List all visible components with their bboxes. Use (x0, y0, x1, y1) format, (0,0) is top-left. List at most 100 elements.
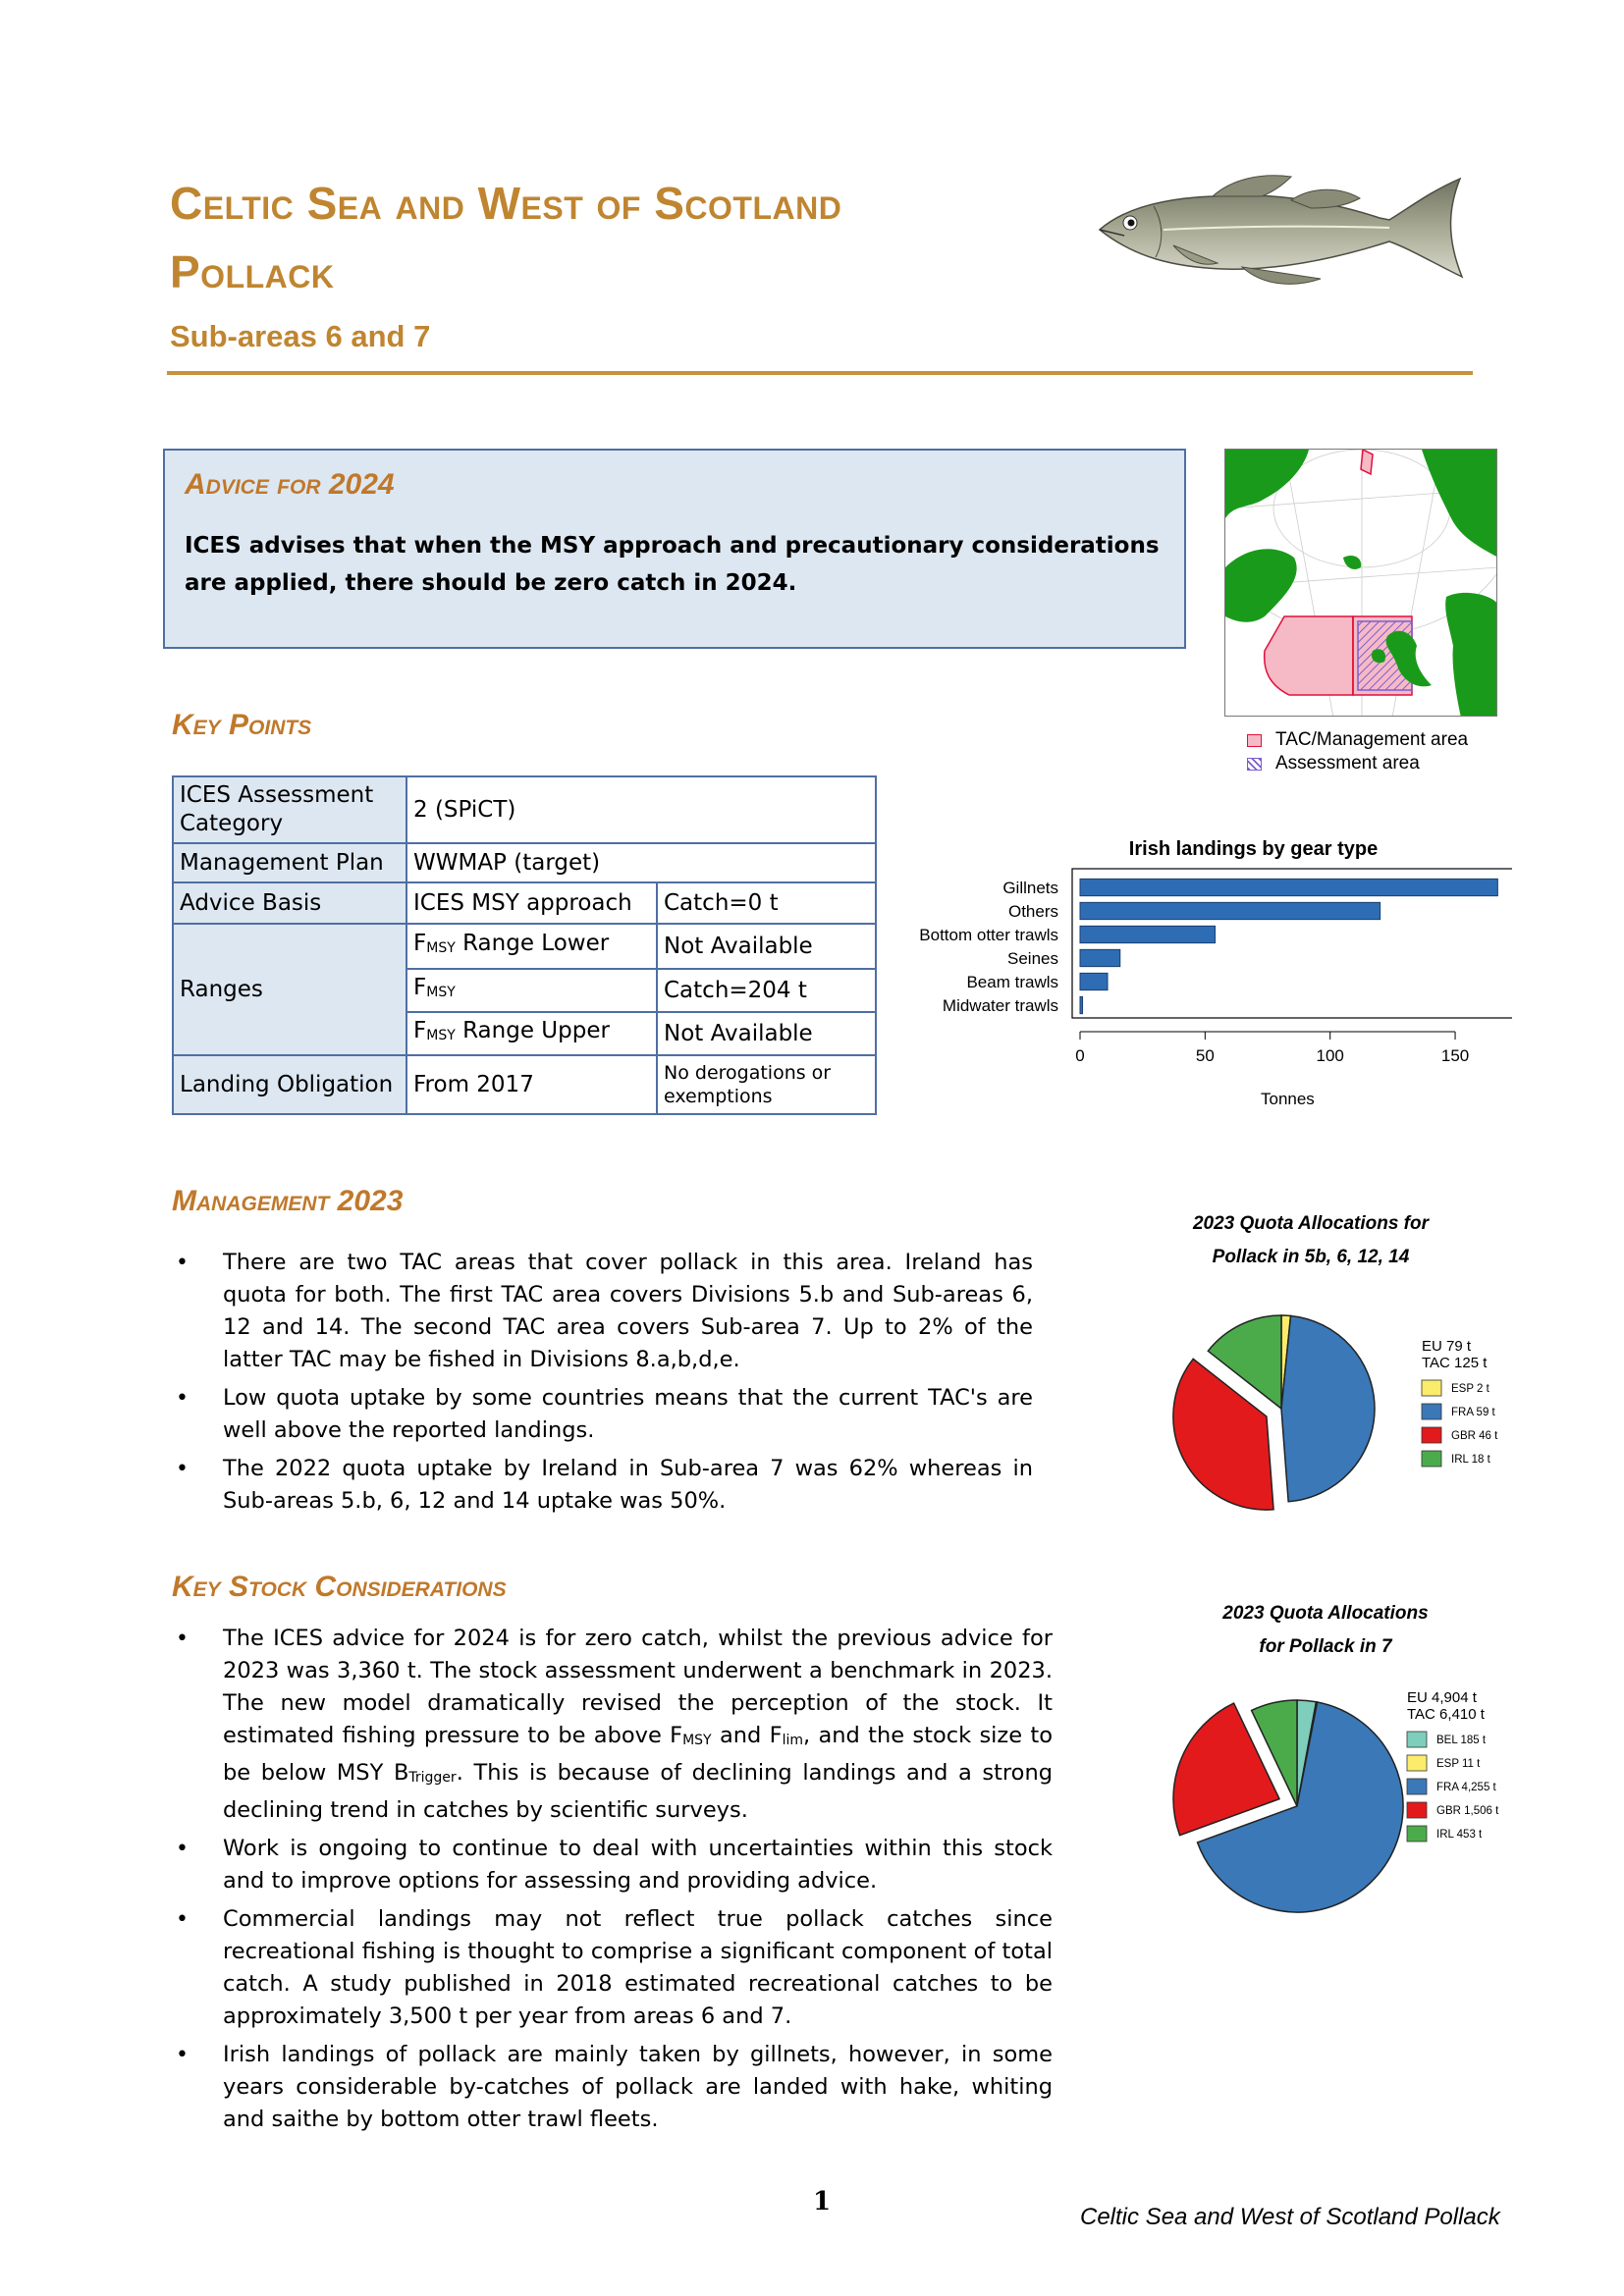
bar-gillnets (1079, 878, 1498, 897)
pie-legend-label: IRL 18 t (1451, 1454, 1491, 1466)
management-bullets: There are two TAC areas that cover polla… (172, 1247, 1033, 1523)
bar-midwater-trawls (1079, 995, 1084, 1015)
fmsy-lower-text: Range Lower (455, 931, 610, 956)
b1-sub-3: Trigger (408, 1770, 457, 1786)
fmsy-upper-text: Range Upper (455, 1018, 610, 1043)
pie-legend-label: GBR 1,506 t (1436, 1805, 1499, 1817)
x-tick-label: 50 (1196, 1046, 1215, 1065)
fmsy-upper-label: FMSY Range Upper (406, 1011, 658, 1056)
page-title: Celtic Sea and West of Scotland Pollack (170, 169, 1054, 306)
table-row: Advice Basis ICES MSY approach Catch=0 t (172, 881, 877, 925)
x-axis-label: Tonnes (1261, 1090, 1315, 1108)
management-heading: Management 2023 (172, 1185, 404, 1217)
header-divider (167, 371, 1473, 375)
table-row: Management Plan WWMAP (target) (172, 842, 877, 883)
bar-others (1079, 901, 1381, 921)
pie-legend-swatch (1421, 1403, 1442, 1420)
pie1-title: 2023 Quota Allocations for Pollack in 5b… (1164, 1207, 1458, 1274)
table-row: Ranges FMSY Range Lower Not Available (172, 923, 877, 1056)
pie-legend-swatch (1406, 1731, 1428, 1748)
pie-legend-label: IRL 453 t (1436, 1829, 1483, 1841)
fmsy-upper-f: F (413, 1018, 427, 1043)
table-row: ICES Assessment Category 2 (SPiCT) (172, 775, 877, 844)
title-line-1: Celtic Sea and West of Scotland (170, 178, 842, 229)
bar-category-label: Bottom otter trawls (919, 926, 1058, 944)
key-points-table: ICES Assessment Category 2 (SPiCT) Manag… (172, 775, 877, 1115)
pie1-title-line1: 2023 Quota Allocations for (1192, 1213, 1429, 1234)
legend-label-tac: TAC/Management area (1275, 729, 1469, 750)
pie-legend-label: FRA 4,255 t (1436, 1782, 1497, 1793)
fmsy-label: FMSY (406, 968, 658, 1013)
pie-legend-header-tac: TAC 125 t (1422, 1355, 1488, 1371)
basis-value-2: Catch=0 t (656, 881, 877, 925)
page-subtitle: Sub-areas 6 and 7 (170, 319, 431, 353)
pie-slice-irl (1250, 1699, 1298, 1807)
ranges-label: Ranges (172, 923, 407, 1056)
legend-swatch-assessment (1247, 757, 1262, 771)
fmsy-lower-label: FMSY Range Lower (406, 923, 658, 970)
fmsy-f: F (413, 975, 427, 1000)
pie-legend-label: ESP 11 t (1436, 1758, 1481, 1770)
pie-legend-swatch (1406, 1825, 1428, 1842)
pie-legend-header-tac: TAC 6,410 t (1407, 1706, 1486, 1723)
plan-value: WWMAP (target) (406, 842, 877, 883)
pie-legend-header-eu: EU 4,904 t (1407, 1689, 1478, 1706)
advice-box: Advice for 2024 ICES advises that when t… (163, 449, 1186, 649)
pie-slice-irl (1207, 1314, 1282, 1411)
list-item: Work is ongoing to continue to deal with… (172, 1833, 1053, 1897)
landing-value: From 2017 (406, 1054, 658, 1115)
list-item: Irish landings of pollack are mainly tak… (172, 2039, 1053, 2136)
irish-landings-bar-chart: Irish landings by gear type Gillnets Other… (919, 838, 1512, 1108)
table-row: FMSY Catch=204 t (173, 968, 877, 1013)
pie-slice-gbr (1172, 1358, 1274, 1511)
bar-category-label: Seines (1007, 949, 1058, 968)
x-tick-label: 0 (1075, 1046, 1084, 1065)
list-item: Low quota uptake by some countries means… (172, 1382, 1033, 1447)
pie-slice-fra (1196, 1701, 1404, 1913)
area-map-graphic (1225, 450, 1496, 716)
bar-seines (1079, 948, 1121, 968)
bar-chart-title: Irish landings by gear type (1129, 838, 1378, 860)
bar-beam-trawls (1079, 972, 1109, 991)
landing-label: Landing Obligation (172, 1054, 407, 1115)
pie-legend-swatch (1421, 1379, 1442, 1397)
pie-legend-swatch (1406, 1754, 1428, 1772)
b1-text-c: , and the stock size to be below MSY B (223, 1723, 1054, 1786)
title-line-2: Pollack (170, 246, 335, 297)
bar-category-label: Beam trawls (966, 973, 1058, 991)
cat-value: 2 (SPiCT) (406, 775, 877, 844)
cat-label: ICES Assessment Category (172, 775, 407, 844)
pie-legend-label: ESP 2 t (1451, 1383, 1490, 1395)
pie-legend-swatch (1406, 1801, 1428, 1819)
x-tick-label: 150 (1441, 1046, 1469, 1065)
pie-slice-gbr (1172, 1702, 1281, 1837)
advice-text: ICES advises that when the MSY approach … (185, 533, 1160, 596)
fmsy-upper-sub: MSY (426, 1028, 456, 1043)
pie-legend-swatch (1421, 1450, 1442, 1468)
pie-legend-label: GBR 46 t (1451, 1430, 1498, 1442)
key-points-heading: Key Points (172, 709, 312, 741)
bar-chart-frame (1071, 868, 1512, 1019)
plan-label: Management Plan (172, 842, 407, 883)
fmsy-lower-f: F (413, 931, 427, 956)
b1-sub-1: MSY (682, 1733, 712, 1748)
x-tick-label: 100 (1317, 1046, 1344, 1065)
pie-legend-label: FRA 59 t (1451, 1407, 1496, 1418)
bar-category-label: Midwater trawls (943, 996, 1058, 1015)
list-item: Commercial landings may not reflect true… (172, 1903, 1053, 2033)
area-map (1224, 449, 1497, 717)
advice-heading: Advice for 2024 (185, 468, 395, 501)
pie2-title-line1: 2023 Quota Allocations (1222, 1603, 1429, 1624)
list-item: The 2022 quota uptake by Ireland in Sub-… (172, 1453, 1033, 1518)
pie1-title-line2: Pollack in 5b, 6, 12, 14 (1212, 1247, 1410, 1267)
b1-text-a: The ICES advice for 2024 is for zero cat… (223, 1626, 1053, 1748)
pie-legend-label: BEL 185 t (1436, 1735, 1487, 1746)
landing-value-2: No derogations or exemptions (656, 1054, 877, 1115)
fmsy-value: Catch=204 t (656, 968, 877, 1013)
list-item: There are two TAC areas that cover polla… (172, 1247, 1033, 1376)
b1-text-d: . This is because of declining landings … (223, 1760, 1053, 1823)
pie-slice-fra (1280, 1314, 1376, 1503)
fmsy-lower-sub: MSY (426, 940, 456, 956)
map-legend: TAC/Management area Assessment area (1247, 728, 1468, 775)
